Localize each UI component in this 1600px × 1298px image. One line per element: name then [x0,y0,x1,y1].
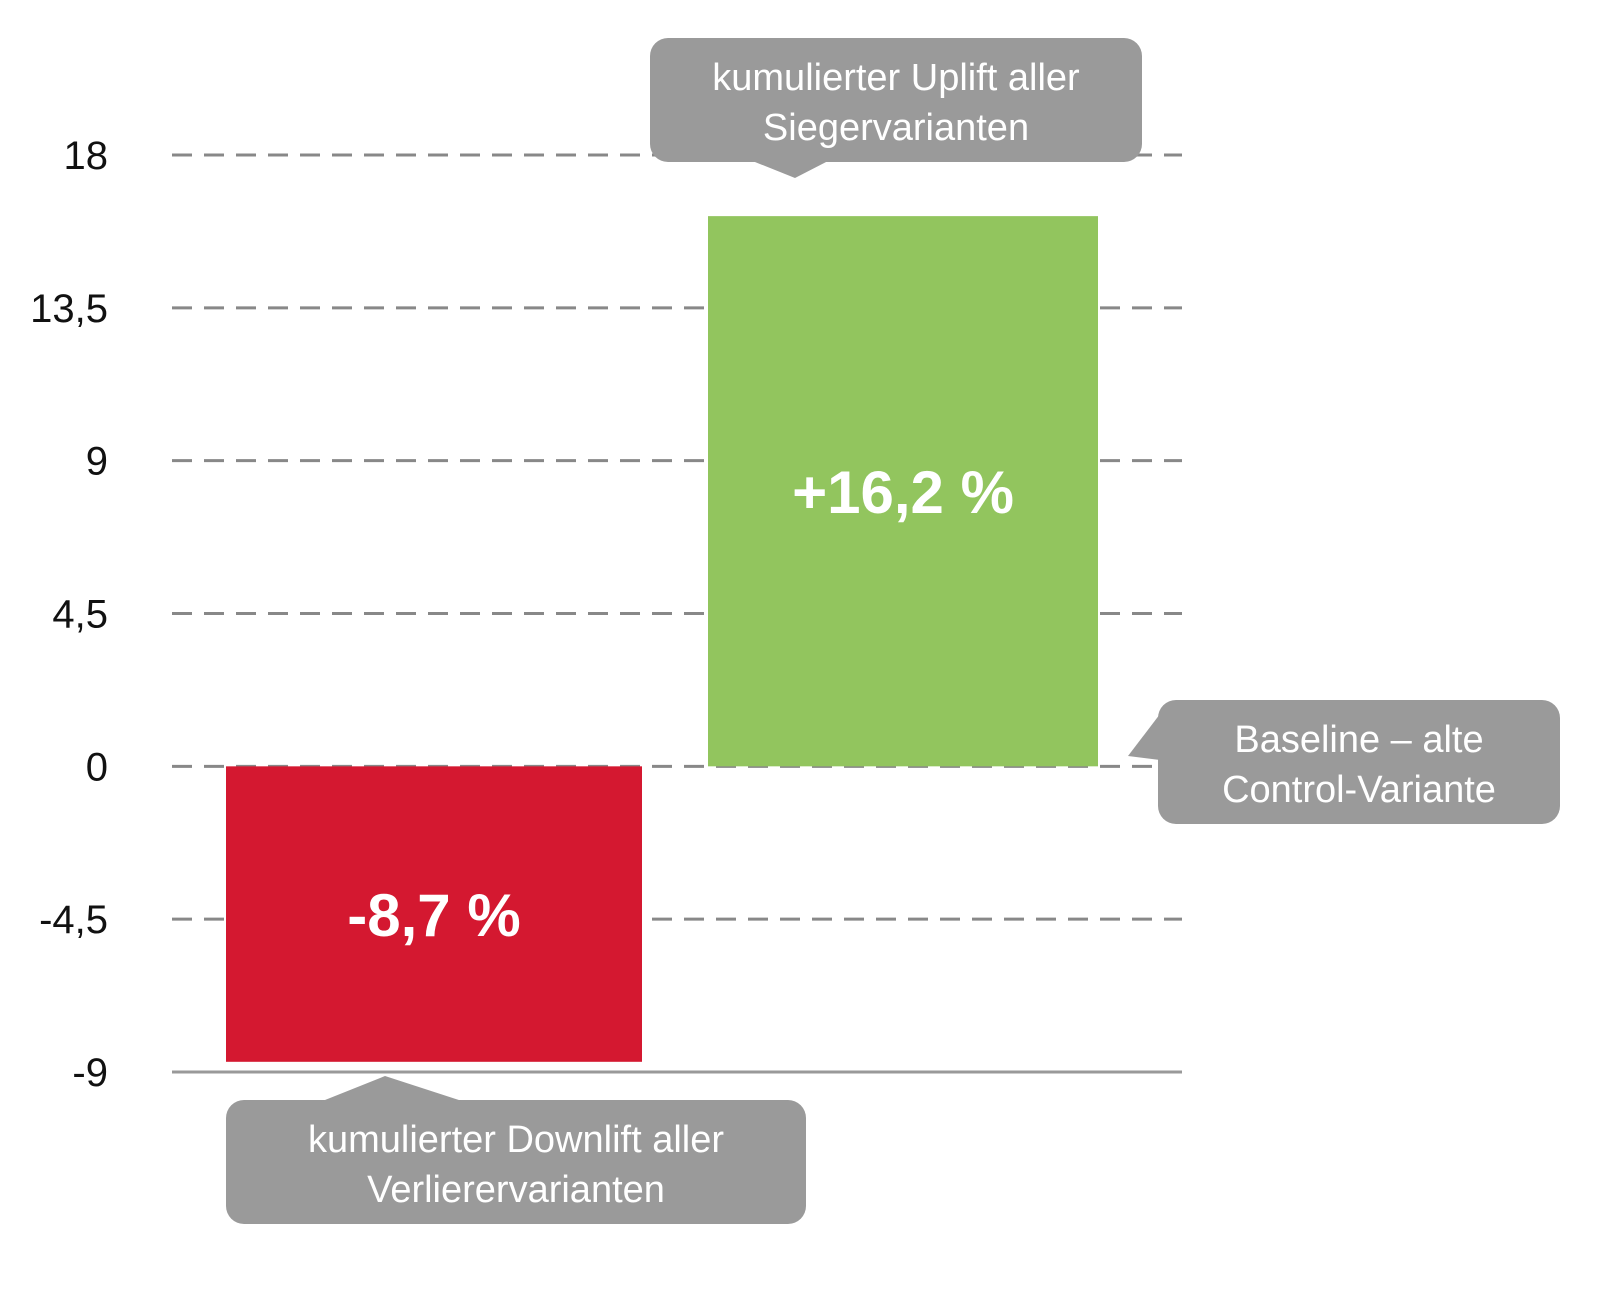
y-tick-label: 0 [86,745,108,789]
bars-layer: -8,7 % +16,2 % [226,216,1098,1062]
callout-downlift-pointer [320,1076,465,1102]
callout-downlift-line-1: kumulierter Downlift aller [308,1119,724,1161]
callout-downlift-line-2: Verlierervarianten [367,1169,665,1211]
callout-uplift-box [650,38,1142,162]
callout-baseline-pointer [1128,714,1160,760]
bar [226,766,642,1062]
callout-uplift: kumulierter Uplift aller Siegervarianten [650,38,1142,178]
callout-downlift-box [226,1100,806,1224]
y-tick-label: 13,5 [30,287,108,331]
callout-downlift: kumulierter Downlift aller Verlierervari… [226,1076,806,1224]
y-tick-label: -9 [72,1051,108,1095]
callout-uplift-line-2: Siegervarianten [763,107,1029,149]
y-tick-label: -4,5 [39,898,108,942]
callout-uplift-pointer [750,160,830,178]
callout-baseline-line-1: Baseline – alte [1234,719,1483,761]
bar-value-label: -8,7 % [347,882,520,949]
y-tick-label: 9 [86,440,108,484]
y-tick-label: 18 [64,134,109,178]
bar [708,216,1098,767]
callout-baseline-box [1158,700,1560,824]
callout-baseline: Baseline – alte Control-Variante [1128,700,1560,824]
callout-uplift-line-1: kumulierter Uplift aller [712,57,1080,99]
callout-baseline-line-2: Control-Variante [1222,769,1496,811]
y-tick-label: 4,5 [52,593,108,637]
bar-value-label: +16,2 % [792,459,1014,526]
y-axis-ticks: 18 13,5 9 4,5 0 -4,5 -9 [30,134,108,1095]
